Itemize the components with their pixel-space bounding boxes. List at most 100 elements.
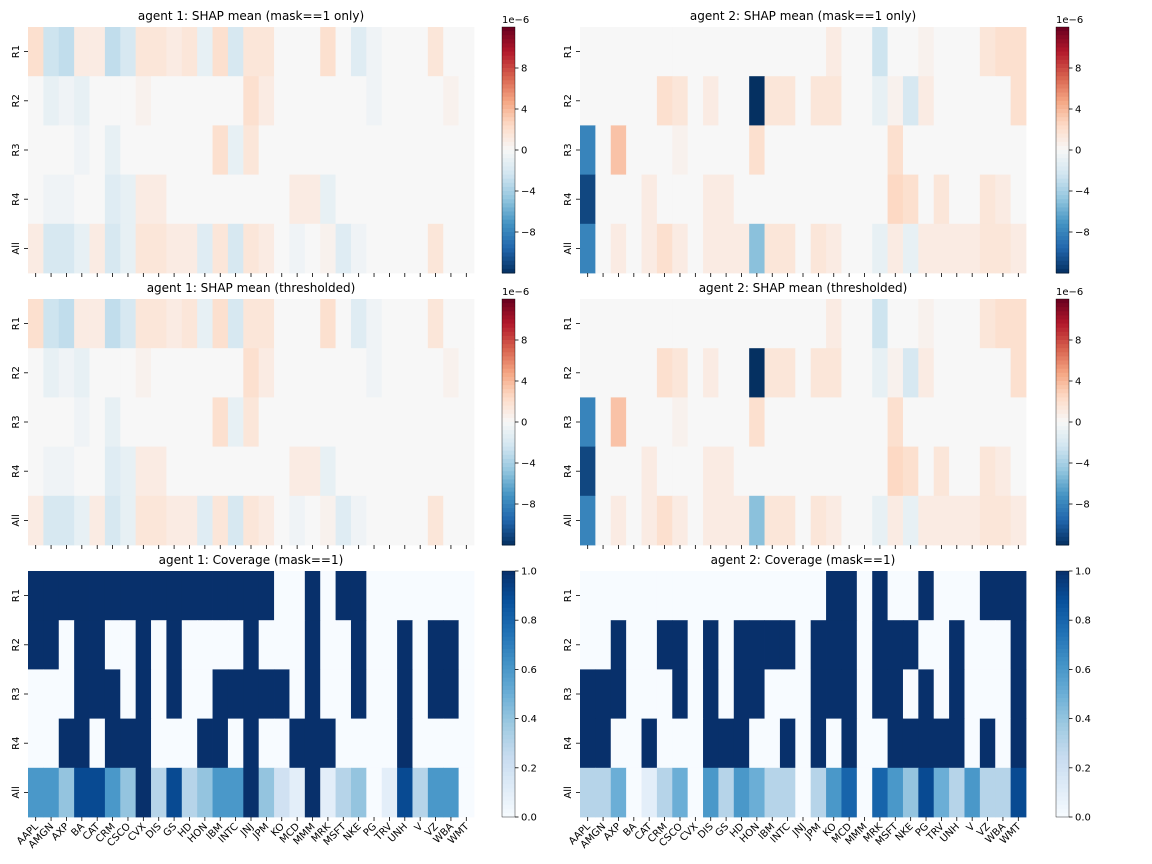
colorbar-segment: [502, 252, 515, 258]
heatmap-cell: [43, 495, 60, 546]
heatmap-cell: [795, 718, 812, 769]
heatmap-cell: [933, 571, 950, 621]
heatmap-cell: [43, 397, 60, 447]
heatmap-cell: [749, 446, 765, 497]
heatmap-cell: [274, 348, 290, 398]
heatmap-cell: [964, 620, 981, 670]
heatmap-cell: [135, 223, 152, 274]
colorbar-segment: [502, 311, 515, 316]
heatmap-cell: [1010, 767, 1027, 818]
heatmap-cell: [458, 76, 475, 126]
heatmap-cell: [610, 620, 627, 670]
heatmap-cell: [458, 299, 475, 349]
colorbar-segment: [1056, 92, 1069, 98]
heatmap-cell: [335, 767, 352, 818]
heatmap-cell: [841, 495, 858, 546]
heatmap-cell: [443, 767, 460, 818]
heatmap-cell: [856, 620, 873, 670]
heatmap-cell: [580, 76, 596, 126]
heatmap-cell: [181, 174, 198, 225]
colorbar-segment: [502, 268, 515, 274]
heatmap-cell: [580, 571, 596, 621]
heatmap-cell: [89, 348, 106, 398]
heatmap-cell: [703, 76, 719, 126]
colorbar-segment: [1056, 311, 1069, 316]
heatmap-cell: [902, 718, 919, 769]
heatmap-cell: [949, 223, 965, 274]
colorbar-segment: [1056, 434, 1069, 439]
colorbar-segment: [1056, 27, 1069, 32]
heatmap-cell: [902, 125, 919, 175]
colorbar-segment: [1056, 303, 1069, 308]
heatmap-cell: [687, 76, 704, 126]
heatmap-cell: [826, 446, 842, 497]
heatmap-cell: [949, 27, 965, 77]
heatmap-cell: [427, 669, 444, 719]
colorbar-segment: [502, 68, 515, 73]
heatmap-cell: [243, 397, 260, 447]
colorbar-segment: [502, 710, 515, 715]
colorbar-tick-label: 1.0: [1075, 567, 1091, 578]
colorbar-segment: [502, 587, 515, 592]
heatmap-cell: [641, 620, 658, 670]
heatmap-cell: [826, 299, 842, 349]
heatmap-cell: [826, 397, 842, 447]
colorbar-tick-label: 0.6: [1075, 665, 1091, 676]
colorbar-tick-label: 0: [1075, 146, 1081, 157]
heatmap-cells: [28, 299, 475, 546]
colorbar-segment: [502, 458, 515, 464]
heatmap-cell: [949, 446, 965, 497]
heatmap-cell: [703, 299, 719, 349]
heatmap-cell: [151, 620, 167, 670]
colorbar-segment: [502, 657, 515, 662]
colorbar-segment: [1056, 236, 1069, 241]
heatmap-cell: [120, 620, 137, 670]
heatmap-cell: [1010, 718, 1027, 769]
heatmap-cell: [28, 718, 44, 769]
heatmap-cell: [104, 669, 121, 719]
heatmap-cell: [397, 397, 413, 447]
colorbar-segment: [502, 446, 515, 452]
heatmap-cell: [887, 446, 904, 497]
heatmap-cell: [918, 76, 935, 126]
heatmap-cell: [120, 571, 137, 621]
colorbar-segment: [502, 158, 515, 163]
colorbar-segment: [502, 356, 515, 361]
colorbar-exponent: 1e−6: [502, 287, 529, 298]
heatmap-cell: [902, 495, 919, 546]
heatmap-cell: [687, 620, 704, 670]
colorbar-segment: [1056, 603, 1069, 609]
heatmap-cell: [74, 718, 90, 769]
heatmap-cell: [212, 571, 229, 621]
heatmap-cell: [427, 223, 444, 274]
heatmap-cell: [181, 27, 198, 77]
heatmap-cell: [979, 620, 996, 670]
colorbar-segment: [1056, 397, 1069, 402]
heatmap-cell: [764, 397, 781, 447]
heatmap-cell: [672, 571, 689, 621]
heatmap-cell: [872, 223, 888, 274]
heatmap-cell: [304, 718, 321, 769]
heatmap-cell: [933, 446, 950, 497]
y-tick-label: R2: [563, 366, 574, 379]
heatmap-cell: [74, 223, 90, 274]
heatmap-cell: [979, 27, 996, 77]
heatmap-cell: [610, 299, 627, 349]
heatmap-cell: [43, 76, 60, 126]
heatmap-cell: [197, 718, 213, 769]
colorbar-segment: [1056, 788, 1069, 793]
heatmap-cell: [89, 397, 106, 447]
heatmap-cell: [274, 620, 290, 670]
heatmap-cell: [718, 620, 735, 670]
colorbar: 8 4 0 −4 −8 1e−6: [1055, 15, 1090, 274]
colorbar-segment: [502, 299, 515, 304]
colorbar-segment: [502, 804, 515, 810]
colorbar-segment: [502, 620, 515, 625]
heatmap-cell: [243, 348, 260, 398]
heatmap-cell: [104, 767, 121, 818]
heatmap-cell: [856, 174, 873, 225]
heatmap-cell: [749, 620, 765, 670]
colorbar-segment: [1056, 360, 1069, 366]
colorbar-segment: [1056, 260, 1069, 266]
colorbar-segment: [1056, 780, 1069, 785]
